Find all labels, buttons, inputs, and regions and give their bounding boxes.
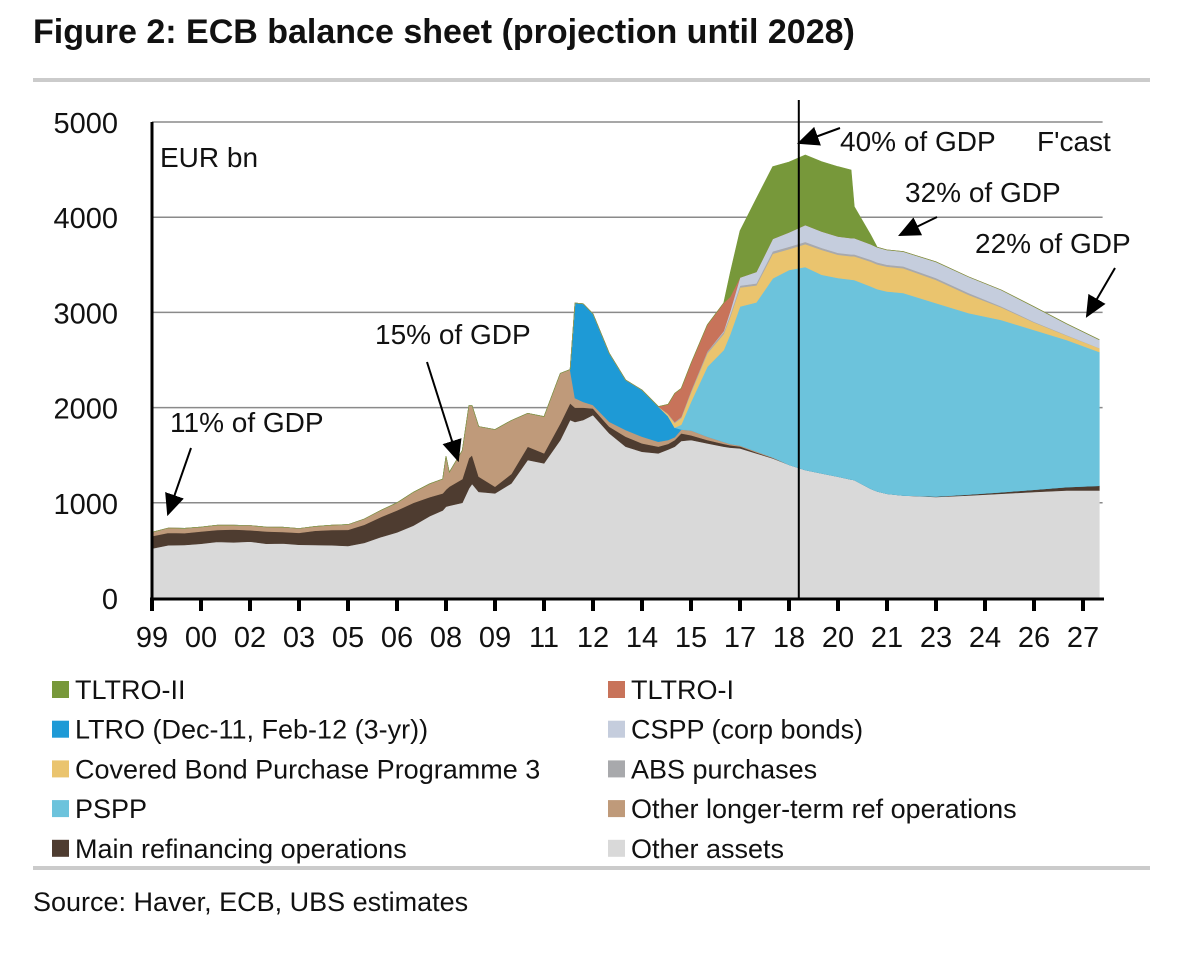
x-tick-label: 23 [920, 622, 952, 654]
x-tick-label: 03 [283, 622, 315, 654]
x-tick-label: 21 [871, 622, 903, 654]
x-tick-label: 27 [1067, 622, 1099, 654]
legend-item-other-longer-term-ref-operations: Other longer-term ref operations [608, 794, 1017, 824]
legend-item-ltro-dec-11-feb-12-3-yr: LTRO (Dec-11, Feb-12 (3-yr)) [52, 715, 428, 745]
y-tick-label: 3000 [53, 298, 118, 330]
legend-item-other-assets: Other assets [608, 834, 784, 864]
x-tick-label: 11 [529, 622, 559, 654]
legend-label: Other assets [631, 834, 784, 864]
legend-item-tltro-i: TLTRO-I [608, 675, 734, 705]
legend-label: LTRO (Dec-11, Feb-12 (3-yr)) [75, 715, 428, 745]
x-tick-label: 24 [969, 622, 1001, 654]
legend-swatch [608, 720, 625, 738]
legend-label: ABS purchases [631, 754, 817, 784]
x-tick-label: 15 [675, 622, 707, 654]
legend-item-pspp: PSPP [52, 794, 147, 824]
y-tick-label: 1000 [53, 489, 118, 521]
annotation-22pct: 22% of GDP [975, 228, 1131, 259]
bottom-rule [33, 866, 1150, 870]
legend-label: Other longer-term ref operations [631, 794, 1017, 824]
annotation-11pct-arrow-icon [165, 447, 192, 517]
legend-label: Covered Bond Purchase Programme 3 [75, 754, 540, 784]
x-tick-label: 99 [136, 622, 168, 654]
legend-swatch [608, 839, 625, 857]
annotation-40pct-arrow-icon [796, 126, 841, 146]
x-tick-label: 08 [430, 622, 462, 654]
x-tick-label: 12 [577, 622, 609, 654]
x-tick-label: 17 [724, 622, 756, 654]
legend-swatch [52, 800, 69, 818]
legend-label: PSPP [75, 794, 147, 824]
legend-item-cspp-corp-bonds: CSPP (corp bonds) [608, 715, 863, 745]
annotations: 11% of GDP 15% of GDP 40% of GDP 32% of … [165, 126, 1131, 517]
x-tick-label: 09 [479, 622, 511, 654]
x-tick-label: 06 [381, 622, 413, 654]
legend-swatch [52, 839, 69, 857]
x-axis-ticks: 99 00 02 03 05 06 08 09 11 12 14 15 17 18 20 21 23 24 26 27 [136, 598, 1099, 654]
legend-item-tltro-ii: TLTRO-II [52, 675, 186, 705]
area-tltro-ii [151, 154, 1100, 533]
legend-item-covered-bond-purchase-programme-3: Covered Bond Purchase Programme 3 [52, 754, 540, 784]
legend-label: TLTRO-II [75, 675, 186, 705]
legend-label: CSPP (corp bonds) [631, 715, 863, 745]
y-axis-ticks: 0 1000 2000 3000 4000 5000 [53, 108, 118, 616]
legend-swatch [52, 720, 69, 738]
stacked-areas [151, 154, 1100, 599]
legend: TLTRO-II TLTRO-I LTRO (Dec-11, Feb-12 (3-y… [52, 675, 1017, 864]
x-tick-label: 20 [822, 622, 854, 654]
annotation-11pct: 11% of GDP [170, 407, 324, 438]
y-tick-label: 0 [102, 584, 118, 616]
annotation-15pct-arrow-icon [426, 361, 462, 463]
x-tick-label: 14 [626, 622, 658, 654]
top-rule [33, 78, 1150, 82]
source-note: Source: Haver, ECB, UBS estimates [33, 887, 468, 917]
y-axis-unit-label: EUR bn [160, 142, 258, 173]
y-tick-label: 4000 [53, 203, 118, 235]
x-tick-label: 26 [1018, 622, 1050, 654]
legend-item-abs-purchases: ABS purchases [608, 754, 817, 784]
annotation-40pct: 40% of GDP [840, 126, 996, 157]
annotation-22pct-arrow-icon [1085, 267, 1116, 318]
annotation-32pct: 32% of GDP [905, 177, 1061, 208]
legend-swatch [608, 800, 625, 818]
legend-item-main-refinancing-operations: Main refinancing operations [52, 834, 407, 864]
legend-label: TLTRO-I [631, 675, 734, 705]
y-tick-label: 5000 [53, 108, 118, 140]
chart-title: Figure 2: ECB balance sheet (projection … [33, 13, 855, 51]
annotation-32pct-arrow-icon [898, 216, 938, 236]
x-tick-label: 02 [234, 622, 266, 654]
legend-swatch [608, 760, 625, 778]
legend-swatch [608, 681, 625, 698]
x-tick-label: 00 [185, 622, 217, 654]
x-tick-label: 05 [332, 622, 364, 654]
annotation-15pct: 15% of GDP [375, 319, 531, 350]
legend-swatch [52, 760, 69, 778]
legend-label: Main refinancing operations [75, 834, 407, 864]
forecast-label: F'cast [1037, 126, 1111, 157]
x-tick-label: 18 [773, 622, 805, 654]
legend-swatch [52, 681, 69, 698]
y-tick-label: 2000 [53, 394, 118, 426]
